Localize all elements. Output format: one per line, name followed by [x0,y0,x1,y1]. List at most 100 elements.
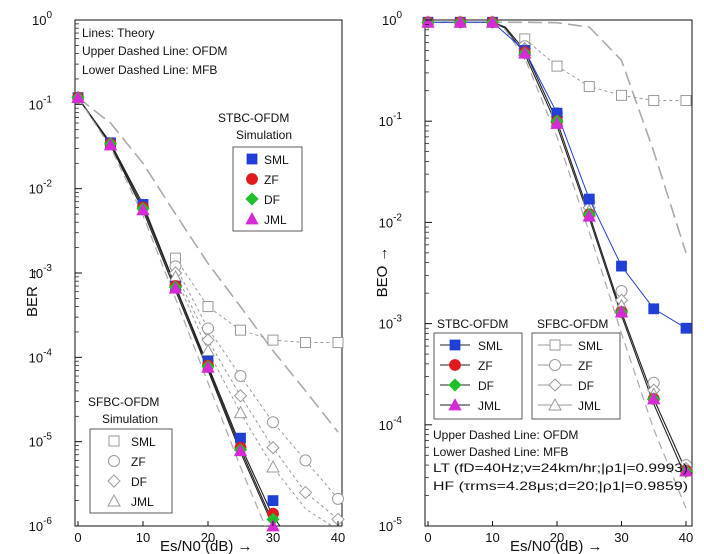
sfbc-sml-point [616,89,627,101]
legend-marker-df [448,378,462,392]
stbc-sml-point [583,193,595,205]
x-tick-label: 20 [550,530,564,545]
ber-stbc-legend-title-1: STBC-OFDM [218,111,289,125]
y-tick-label: 10-3 [379,314,403,332]
beo-stbc-legend-zf: ZF [478,359,493,373]
stbc-jml-point [518,46,532,59]
stbc-sml-point [616,260,627,272]
beo-sfbc-legend-jml: JML [578,399,601,413]
stbc-jml-point [679,464,693,477]
ber-stbc-legend-jml: JML [264,213,287,227]
beo-xlabel: Es/N0 (dB) → [510,538,603,554]
ber-sfbc-legend-box [89,428,173,514]
legend-marker-jml [245,212,259,225]
x-tick-label: 0 [424,530,431,545]
y-tick-label: 10-5 [29,432,53,450]
beo-sfbc-legend-box [531,332,621,420]
beo-chart: 0 10 20 30 40 100 10-1 10-2 10-3 10-4 10-5 STBC-OF… [374,10,693,554]
sfbc-sml-line [524,38,686,101]
ber-xlabel: Es/N0 (dB) → [160,538,253,554]
y-tick-label: 100 [382,10,402,28]
y-tick-label: 10-4 [29,347,53,365]
stbc-jml-point [550,116,564,129]
stbc-jml-point [453,15,467,28]
y-tick-label: 10-2 [379,212,403,230]
sfbc-jml-point [266,460,280,473]
legend-marker-sml [246,153,258,165]
ber-note-2: Upper Dashed Line: OFDM [82,44,227,58]
beo-sfbc-legend-markers [538,339,572,411]
beo-stbc-legend-sml: SML [478,339,503,353]
beo-sfbc-legend-df: DF [578,379,594,393]
ber-sfbc-legend-title-2: Simulation [102,412,158,426]
sfbc-zf-point [202,322,214,335]
ber-stbc-legend-box [232,146,303,232]
y-tick-label: 10-1 [379,111,403,129]
x-tick-label: 30 [266,530,280,545]
ber-stbc-legend-df: DF [264,193,280,207]
x-tick-label: 0 [74,530,81,545]
y-tick-label: 10-2 [29,179,53,197]
sfbc-jml-point [233,405,248,419]
stbc-jml-point [71,90,85,104]
ber-sfbc-legend-markers [107,435,121,507]
legend-marker-sml [549,339,561,351]
beo-stbc-legend-jml: JML [478,399,501,413]
theory-line-solid-0 [77,97,281,526]
ber-note-1: Lines: Theory [82,26,155,40]
beo-sfbc-legend-zf: ZF [578,359,593,373]
ber-stbc-legend-sml: SML [264,153,289,167]
ber-sfbc-legend-title-1: SFBC-OFDM [88,395,159,409]
stbc-sml-point [235,432,246,444]
x-tick-label: 20 [201,530,215,545]
y-tick-label: 10-5 [379,516,403,534]
ber-note-3: Lower Dashed Line: MFB [82,63,217,77]
ber-stbc-legend-markers [245,153,259,225]
ber-sfbc-legend-zf: ZF [131,455,146,469]
legend-marker-jml [107,493,121,507]
beo-note-2: Lower Dashed Line: MFB [433,445,568,459]
beo-note-3: LT (fD=40Hz;v=24km/hr;|ρ1|=0.9993) [433,461,688,475]
stbc-jml-point [201,360,215,373]
y-tick-label: 100 [32,10,52,28]
beo-ylabel: BEO → [374,247,391,298]
stbc-jml-point [582,209,596,222]
theory-line-dashed-lower-4 [77,97,266,526]
sfbc-df-point [298,485,313,500]
beo-note-1: Upper Dashed Line: OFDM [433,428,578,442]
stbc-jml-point [136,203,150,216]
y-tick-label: 10-1 [29,94,53,112]
sfbc-sml-point [235,324,246,336]
ber-chart: 0 10 20 30 40 100 10-1 10-2 10-3 10-4 10-5 10-6 Lin… [24,10,345,554]
legend-marker-df [107,474,121,488]
ber-sfbc-legend-sml: SML [131,435,156,449]
beo-plot-frame [424,19,693,527]
ber-stbc-legend-title-2: Simulation [236,128,292,142]
stbc-sml-point [648,303,660,315]
legend-marker-sml [108,435,120,447]
sfbc-sim-line-1 [175,266,339,500]
beo-sfbc-legend-sml: SML [578,339,603,353]
beo-axis-ticks: 0 10 20 30 40 100 10-1 10-2 10-3 10-4 10-5 [379,10,694,545]
legend-marker-df [548,378,562,392]
x-tick-label: 10 [485,530,499,545]
x-tick-label: 40 [679,530,693,545]
ber-ylabel: BER → [24,267,41,317]
beo-note-4: HF (τrms=4.28μs;d=20;|ρ1|=0.9859) [433,479,688,493]
beo-stbc-legend-df: DF [478,379,494,393]
sfbc-sim-line-2 [175,272,339,520]
beo-stbc-legend-title: STBC-OFDM [437,317,508,331]
sfbc-sim-line-0 [175,257,338,343]
y-tick-label: 10-4 [379,415,403,433]
ber-sfbc-legend-jml: JML [131,495,154,509]
sfbc-zf-point [267,416,279,429]
theory-line-solid-1 [77,97,276,526]
sfbc-jml-point [201,343,215,357]
stbc-sml-point [267,495,279,507]
x-tick-label: 40 [331,530,345,545]
legend-marker-zf [449,359,461,371]
sfbc-zf-point [332,492,344,505]
theory-line-dashed-upper-3 [77,97,339,433]
beo-sfbc-legend-title: SFBC-OFDM [537,317,608,331]
